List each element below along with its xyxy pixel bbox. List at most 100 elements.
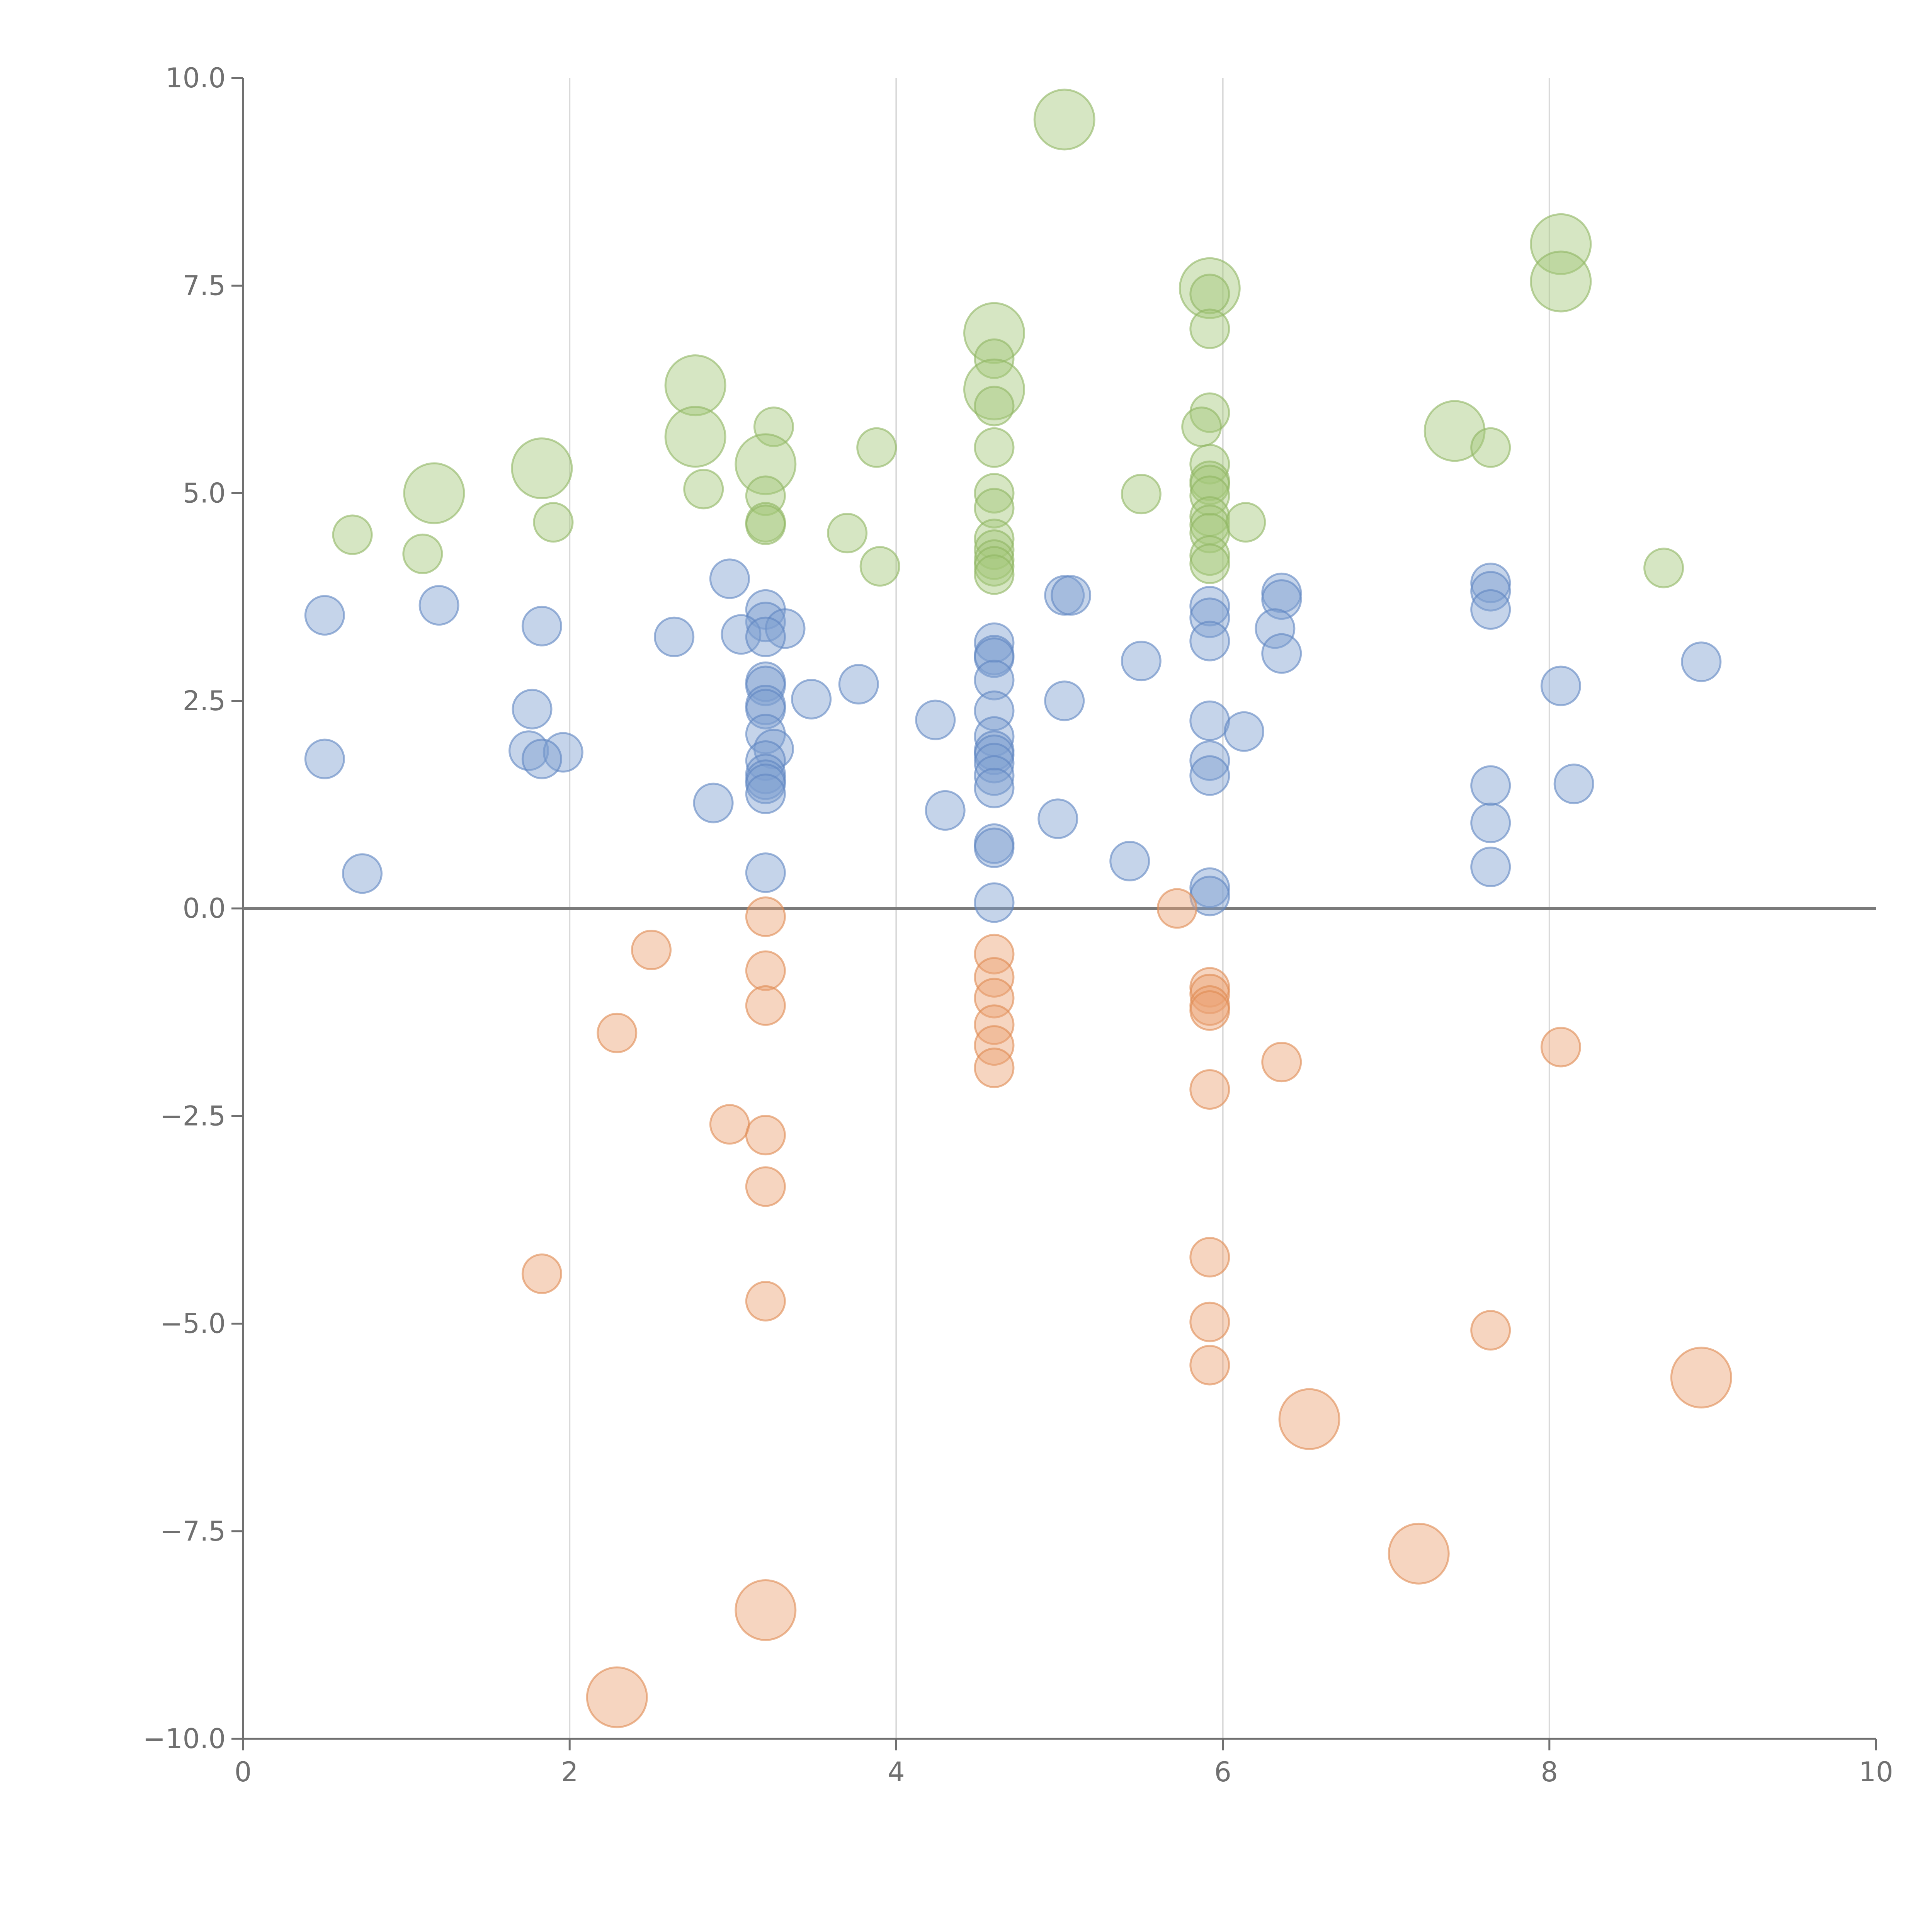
green-data-point <box>1189 392 1230 433</box>
blue-data-point <box>1189 621 1230 662</box>
tick-labels: 10.0 7.5 5.0 2.5 0.0 −2.5 −5.0 −7.5 −10.0 0 2 4 6 8 10 <box>143 62 1893 1788</box>
orange-data-point <box>974 934 1015 975</box>
blue-data-point <box>1553 764 1594 804</box>
y-tick-label: 0.0 <box>183 893 226 924</box>
orange-data-point <box>631 929 672 970</box>
green-data-point <box>403 462 465 524</box>
blue-data-point <box>304 595 345 636</box>
data-points <box>304 88 1732 1728</box>
green-data-point <box>1189 543 1230 584</box>
orange-data-point <box>745 1115 786 1156</box>
green-data-point <box>735 433 797 495</box>
blue-data-point <box>512 689 553 730</box>
blue-data-point <box>974 882 1015 923</box>
orange-data-point <box>1670 1347 1732 1409</box>
blue-data-point <box>709 558 750 599</box>
green-data-point <box>1225 502 1266 543</box>
blue-data-point <box>1189 755 1230 796</box>
x-tick-label: 4 <box>888 1756 905 1788</box>
green-data-point <box>1189 535 1230 576</box>
blue-data-point <box>1255 608 1296 649</box>
green-data-point <box>974 529 1015 570</box>
blue-data-point <box>1051 575 1092 616</box>
blue-data-point <box>974 660 1015 701</box>
y-tick-label: −10.0 <box>143 1723 226 1755</box>
blue-data-point <box>974 743 1015 784</box>
blue-data-point <box>974 734 1015 775</box>
orange-data-point <box>974 1025 1015 1066</box>
y-tick-label: −2.5 <box>160 1100 226 1132</box>
green-data-point <box>1189 513 1230 554</box>
x-tick-label: 2 <box>561 1756 578 1788</box>
blue-data-point <box>1470 765 1511 806</box>
orange-data-point <box>1189 1345 1230 1386</box>
blue-data-point <box>745 852 786 893</box>
green-data-point <box>1189 274 1230 315</box>
green-data-point <box>1189 308 1230 349</box>
x-tick-label: 8 <box>1541 1756 1558 1788</box>
green-data-point <box>963 358 1025 420</box>
blue-data-point <box>521 605 562 646</box>
green-data-point <box>827 513 868 554</box>
green-data-point <box>1181 406 1222 447</box>
y-tick-label: −5.0 <box>160 1308 226 1340</box>
green-data-point <box>332 514 373 555</box>
blue-data-point <box>509 730 549 771</box>
orange-data-point <box>1189 1301 1230 1342</box>
orange-data-point <box>745 1166 786 1207</box>
blue-data-point <box>418 585 459 626</box>
blue-data-point <box>745 773 786 814</box>
orange-data-point <box>745 896 786 937</box>
blue-data-point <box>745 616 786 657</box>
green-data-point <box>859 546 900 587</box>
blue-data-point <box>1044 680 1085 721</box>
blue-data-point <box>974 767 1015 808</box>
orange-data-point <box>745 950 786 991</box>
orange-data-point <box>735 1579 797 1641</box>
green-data-point <box>1189 475 1230 516</box>
blue-data-point <box>1540 665 1581 706</box>
orange-data-point <box>1470 1310 1511 1351</box>
green-data-point <box>745 504 786 545</box>
blue-data-point <box>521 738 562 779</box>
blue-data-point <box>1189 597 1230 638</box>
orange-data-point <box>1261 1042 1302 1083</box>
green-data-point <box>664 406 726 468</box>
orange-data-point <box>745 985 786 1026</box>
blue-data-point <box>1189 867 1230 908</box>
y-tick-label: 10.0 <box>165 62 226 94</box>
green-data-point <box>1121 474 1162 515</box>
orange-data-point <box>974 957 1015 998</box>
y-tick-label: −7.5 <box>160 1515 226 1547</box>
x-tick-label: 6 <box>1214 1756 1231 1788</box>
orange-data-point <box>974 1004 1015 1045</box>
orange-data-point <box>709 1104 750 1145</box>
orange-data-point <box>1540 1027 1581 1068</box>
green-data-point <box>1423 400 1486 462</box>
blue-data-point <box>974 622 1015 663</box>
blue-data-point <box>1224 711 1265 752</box>
blue-data-point <box>1470 847 1511 888</box>
green-data-point <box>1189 444 1230 485</box>
x-tick-label: 0 <box>235 1756 252 1788</box>
orange-data-point <box>1189 1069 1230 1110</box>
y-tick-label: 5.0 <box>183 478 226 509</box>
blue-data-point <box>1470 589 1511 630</box>
blue-data-point <box>1037 798 1078 839</box>
green-data-point <box>533 502 574 543</box>
green-data-point <box>1033 88 1095 151</box>
blue-data-point <box>1189 740 1230 781</box>
green-data-point <box>1530 213 1592 275</box>
green-data-point <box>1530 250 1592 313</box>
green-data-point <box>1189 464 1230 505</box>
orange-data-point <box>1278 1388 1340 1450</box>
blue-data-point <box>1189 700 1230 741</box>
blue-data-point <box>1121 641 1162 682</box>
green-data-point <box>511 437 573 499</box>
blue-data-point <box>1189 876 1230 917</box>
blue-data-point <box>1189 586 1230 627</box>
green-data-point <box>974 386 1015 427</box>
blue-data-point <box>342 853 383 894</box>
blue-data-point <box>654 616 695 657</box>
